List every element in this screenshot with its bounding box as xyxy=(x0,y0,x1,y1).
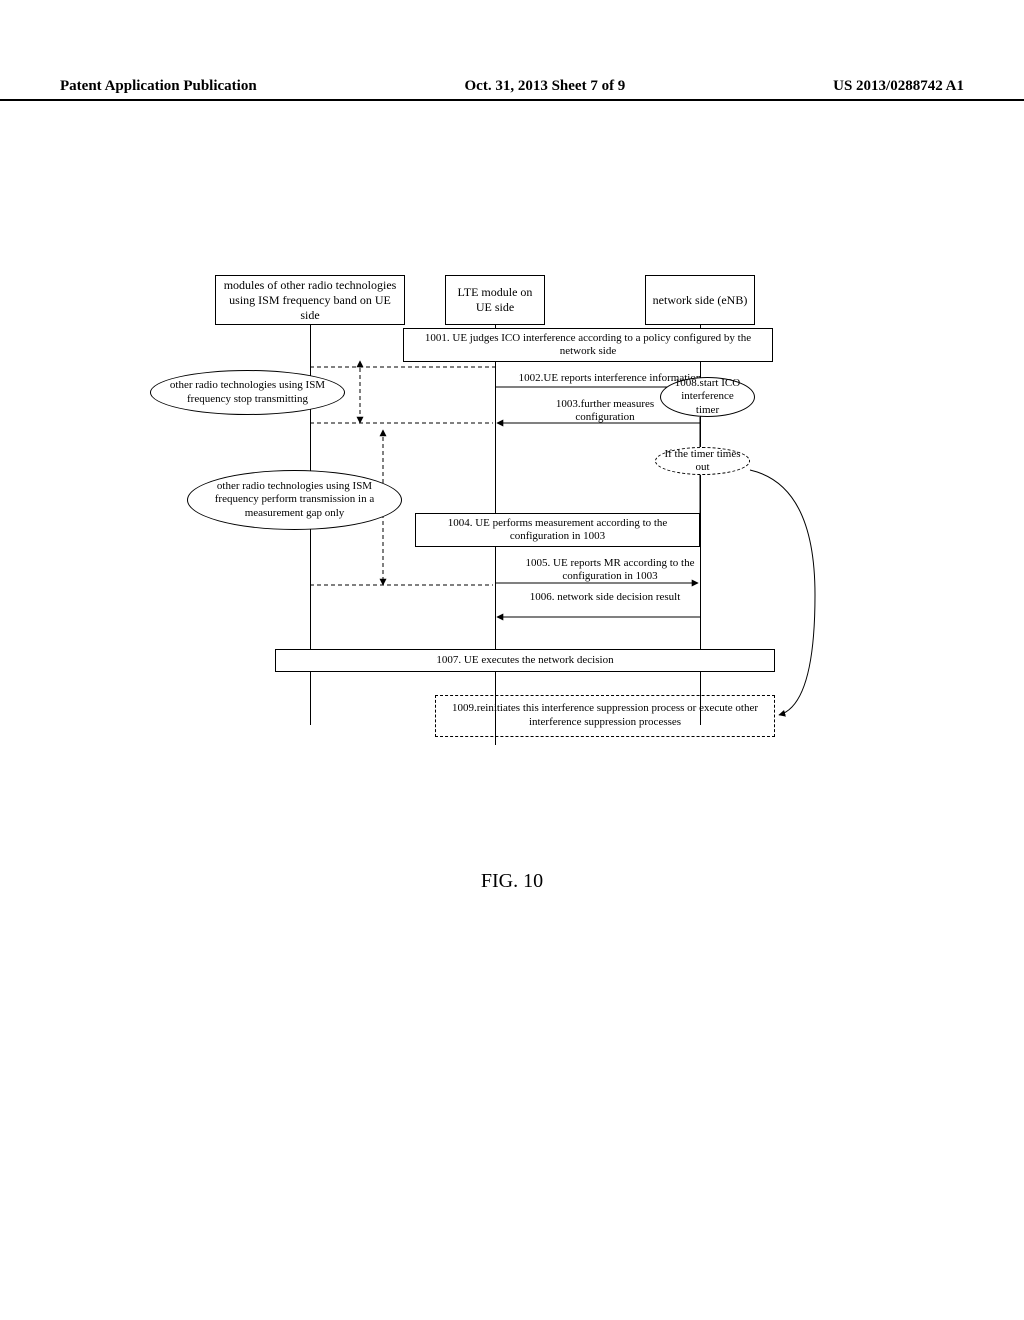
header-left: Patent Application Publication xyxy=(60,78,257,95)
step-1009-box: 1009.reinitiates this interference suppr… xyxy=(435,695,775,737)
header-mid: Oct. 31, 2013 Sheet 7 of 9 xyxy=(465,78,626,95)
step-1009-label: 1009.reinitiates this interference suppr… xyxy=(452,702,758,728)
actor-ism-box: modules of other radio technologies usin… xyxy=(215,275,405,325)
step-1007-box: 1007. UE executes the network decision xyxy=(275,649,775,672)
ellipse-stop-label: other radio technologies using ISM frequ… xyxy=(159,379,336,405)
ellipse-gap-label: other radio technologies using ISM frequ… xyxy=(196,480,393,520)
header-right: US 2013/0288742 A1 xyxy=(833,78,964,95)
step-1006-label: 1006. network side decision result xyxy=(525,591,685,604)
step-1005-label: 1005. UE reports MR according to the con… xyxy=(505,557,715,583)
actor-ism-label: modules of other radio technologies usin… xyxy=(222,278,398,323)
step-1001-label: 1001. UE judges ICO interference accordi… xyxy=(425,332,751,357)
step-1007-label: 1007. UE executes the network decision xyxy=(436,654,613,666)
actor-enb-label: network side (eNB) xyxy=(653,293,748,308)
step-1004-label: 1004. UE performs measurement according … xyxy=(448,517,668,542)
step-1001-box: 1001. UE judges ICO interference accordi… xyxy=(403,328,773,362)
step-1004-box: 1004. UE performs measurement according … xyxy=(415,513,700,547)
ellipse-timer-label: If the timer times out xyxy=(664,448,741,474)
actor-lte-box: LTE module on UE side xyxy=(445,275,545,325)
ellipse-start-timer: 1008.start ICO interference timer xyxy=(660,377,755,417)
ellipse-measurement-gap: other radio technologies using ISM frequ… xyxy=(187,470,402,530)
figure-caption: FIG. 10 xyxy=(0,870,1024,893)
ellipse-timer-timeout: If the timer times out xyxy=(655,447,750,475)
step-1008-label: 1008.start ICO interference timer xyxy=(669,377,746,417)
sequence-diagram: modules of other radio technologies usin… xyxy=(135,275,835,805)
page-header: Patent Application Publication Oct. 31, … xyxy=(0,78,1024,101)
actor-enb-box: network side (eNB) xyxy=(645,275,755,325)
ellipse-stop-transmitting: other radio technologies using ISM frequ… xyxy=(150,370,345,415)
actor-lte-label: LTE module on UE side xyxy=(452,285,538,315)
